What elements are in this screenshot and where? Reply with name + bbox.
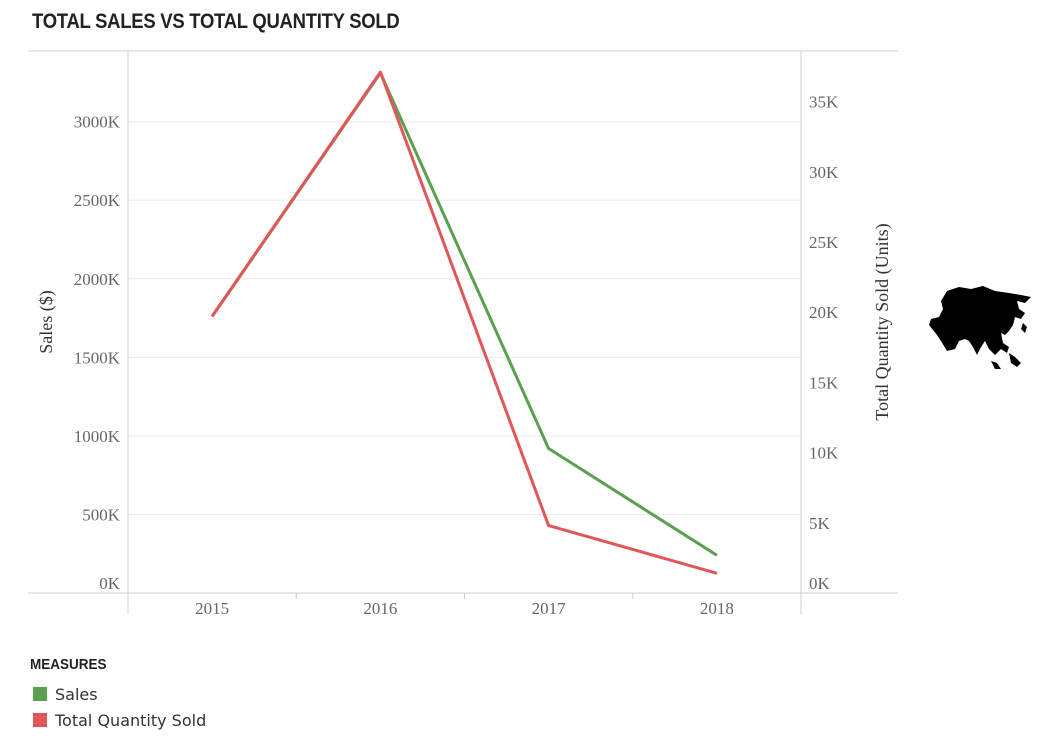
right-tick-label: 10K	[809, 444, 839, 463]
right-tick-label: 35K	[809, 93, 839, 112]
legend-label-quantity: Total Quantity Sold	[55, 710, 207, 730]
right-tick-label: 30K	[809, 163, 839, 182]
chart-title: TOTAL SALES VS TOTAL QUANTITY SOLD	[32, 10, 400, 33]
left-tick-label: 0K	[99, 574, 121, 593]
right-tick-label: 20K	[809, 303, 839, 322]
legend-swatch-sales	[33, 687, 47, 701]
left-tick-label: 2000K	[74, 270, 121, 289]
chart: 0K 500K 1000K 1500K 2000K 2500K 3000K 0K 5K 10K 1…	[28, 50, 898, 618]
x-tick-label: 2015	[195, 599, 229, 618]
series-line-total-quantity-sold[interactable]	[210, 70, 718, 575]
gridlines	[128, 121, 801, 515]
right-axis-title: Total Quantity Sold (Units)	[872, 223, 893, 420]
asia-map-icon[interactable]	[925, 283, 1035, 378]
left-tick-label: 1000K	[74, 427, 121, 446]
series-line-sales[interactable]	[210, 71, 718, 557]
left-tick-label: 1500K	[74, 348, 121, 367]
x-axis-ticks: 2015 2016 2017 2018	[195, 599, 734, 618]
left-tick-label: 500K	[82, 505, 121, 524]
x-tick-label: 2017	[532, 599, 567, 618]
legend-item-total-quantity-sold[interactable]: Total Quantity Sold	[33, 710, 206, 730]
right-axis-ticks: 0K 5K 10K 15K 20K 25K 30K 35K	[809, 93, 839, 593]
left-tick-label: 3000K	[74, 113, 121, 132]
legend-item-sales[interactable]: Sales	[33, 684, 98, 704]
x-tick-label: 2016	[363, 599, 397, 618]
legend-swatch-quantity	[33, 713, 47, 727]
right-tick-label: 15K	[809, 373, 839, 392]
left-tick-label: 2500K	[74, 191, 121, 210]
right-tick-label: 25K	[809, 233, 839, 252]
series-lines	[210, 70, 718, 575]
right-tick-label: 0K	[809, 574, 831, 593]
x-tick-label: 2018	[700, 599, 734, 618]
legend-title: MEASURES	[30, 656, 107, 673]
legend-label-sales: Sales	[55, 684, 98, 704]
right-tick-label: 5K	[809, 514, 831, 533]
left-axis-title: Sales ($)	[36, 290, 57, 353]
left-axis-ticks: 0K 500K 1000K 1500K 2000K 2500K 3000K	[74, 113, 121, 593]
chart-frame	[28, 50, 898, 614]
